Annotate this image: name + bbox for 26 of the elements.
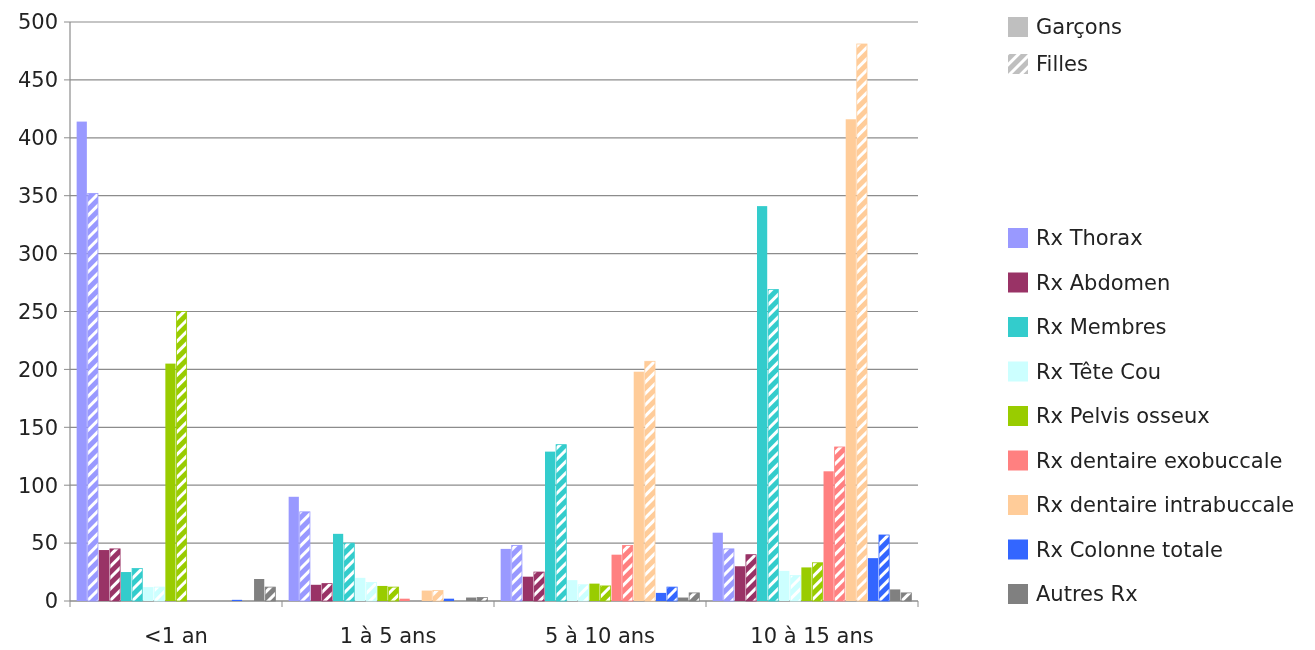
legend-label: Garçons [1036,15,1122,40]
legend-label: Rx dentaire exobuccale [1036,448,1283,473]
y-tick-label: 200 [17,357,58,382]
y-tick-label: 150 [17,415,58,440]
y-tick-label: 100 [17,473,58,498]
legend-label: Rx dentaire intrabuccale [1036,493,1295,518]
x-tick-label: <1 an [144,624,208,648]
legend-label: Rx Colonne totale [1036,537,1224,562]
legend-label: Rx Membres [1036,315,1167,340]
x-tick-label: 1 à 5 ans [339,624,437,648]
y-tick-label: 0 [44,589,58,614]
legend-label: Rx Abdomen [1036,270,1171,295]
legend-label: Rx Thorax [1036,226,1143,251]
legend-label: Autres Rx [1036,582,1138,607]
y-tick-label: 450 [17,68,58,93]
y-tick-label: 350 [17,184,58,209]
y-tick-label: 500 [17,10,58,35]
legend-label: Rx Pelvis osseux [1036,404,1210,429]
x-tick-label: 5 à 10 ans [544,624,656,648]
y-tick-label: 300 [17,241,58,266]
y-tick-label: 50 [31,531,58,556]
y-tick-label: 250 [17,299,58,324]
legend-label: Filles [1036,52,1088,77]
y-tick-label: 400 [17,126,58,151]
x-tick-label: 10 à 15 ans [750,624,874,648]
legend-label: Rx Tête Cou [1036,359,1162,384]
